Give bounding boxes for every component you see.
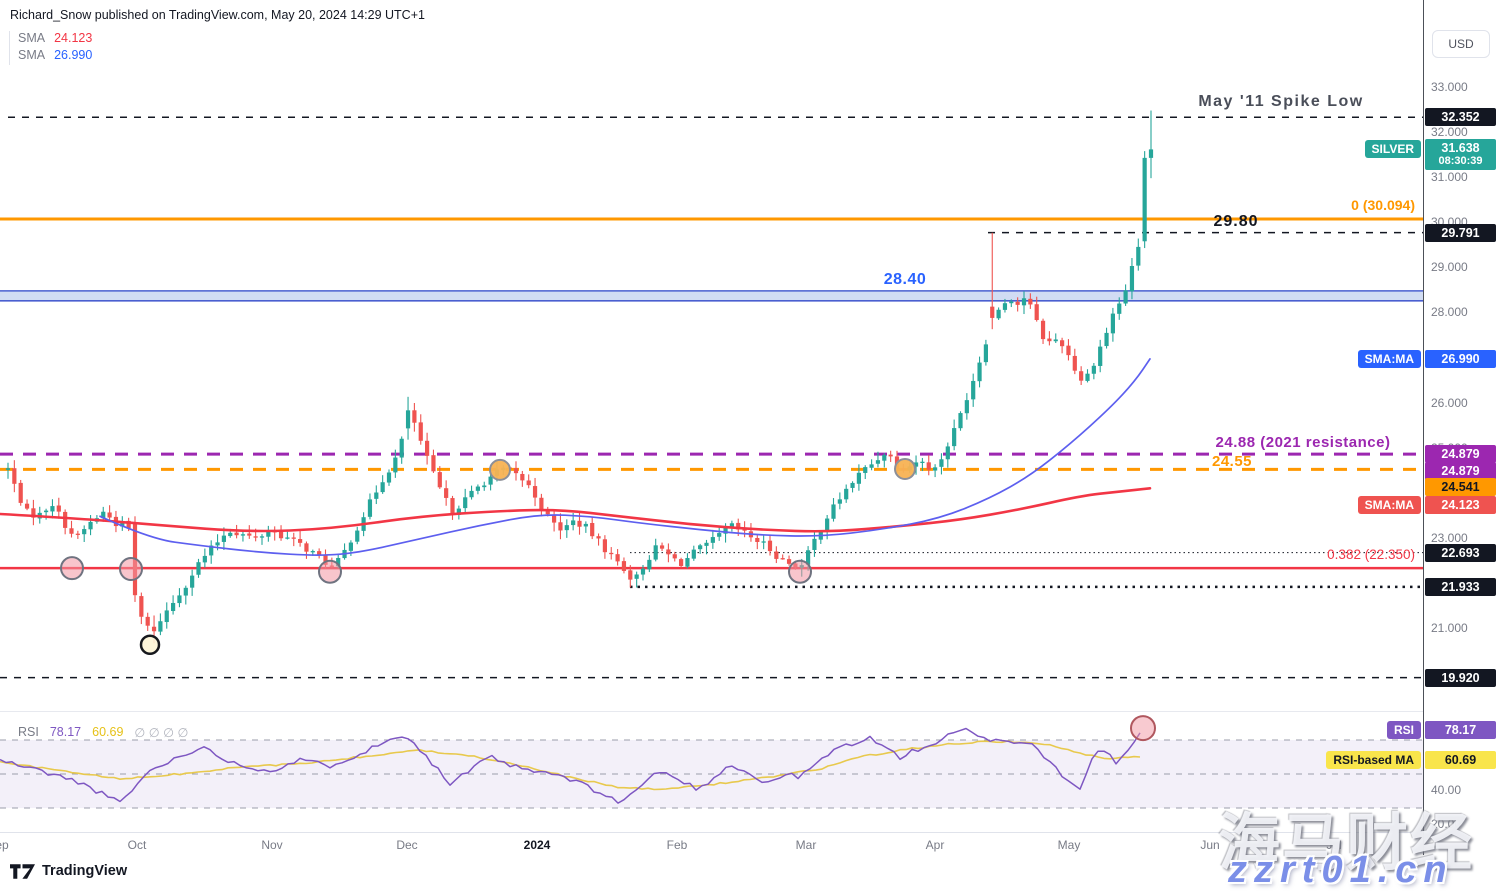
sma-slow-label: SMA (18, 48, 46, 62)
series-label-badge: RSI-based MA (1326, 750, 1421, 769)
time-label: Oct (127, 838, 147, 852)
price-tick: 28.000 (1431, 305, 1468, 320)
price-tick: 33.000 (1431, 80, 1468, 94)
time-label: Jul (1326, 838, 1342, 852)
publish-byline: Richard_Snow published on TradingView.co… (10, 8, 425, 22)
sma-fast-label: SMA (18, 31, 46, 45)
series-label-badge: SILVER (1364, 140, 1421, 159)
price-tick: 32.000 (1431, 125, 1468, 140)
tradingview-logo[interactable]: TradingView (10, 863, 127, 879)
price-tick: 31.000 (1431, 170, 1468, 185)
price-badge: 32.352 (1425, 108, 1496, 127)
rsi-label: RSI (18, 725, 39, 739)
chart-annotation: 0 (30.094) (1351, 197, 1415, 213)
price-badge: 29.791 (1425, 223, 1496, 242)
price-tick: 26.000 (1431, 395, 1468, 410)
price-badge: 78.17 (1425, 721, 1496, 740)
price-badge: 24.541 (1425, 478, 1496, 497)
chart-annotation: 28.40 (883, 271, 927, 288)
time-label: 2024 (523, 838, 551, 852)
rsi-tick: 20.00 (1431, 817, 1462, 831)
series-label-badge: RSI (1386, 721, 1421, 740)
time-label: Dec (396, 838, 418, 852)
tradingview-logo-text: TradingView (42, 863, 128, 879)
time-label: May (1057, 838, 1081, 852)
rsi-empty-slots: ∅ ∅ ∅ ∅ (134, 726, 189, 740)
price-badge: 24.879 (1425, 445, 1496, 464)
price-badge: 24.879 (1425, 462, 1496, 481)
watermark-cn: 海马财经 (1218, 809, 1475, 878)
rsi-ma-value: 60.69 (92, 725, 124, 739)
pane-divider[interactable] (0, 711, 1423, 712)
chart-annotation: 24.88 (2021 resistance) (1215, 433, 1391, 451)
price-tick: 29.000 (1431, 260, 1468, 275)
price-badge: 60.69 (1425, 750, 1496, 769)
time-label: Sep (0, 838, 9, 852)
price-badge: 26.990 (1425, 349, 1496, 368)
price-badge: 19.920 (1425, 668, 1496, 687)
price-badge: 21.933 (1425, 577, 1496, 596)
price-badge: 24.123 (1425, 496, 1496, 515)
chart-annotation: 24.55 (1211, 452, 1253, 470)
time-label: Apr (925, 838, 945, 852)
time-label: Nov (261, 838, 283, 852)
price-badge: 22.693 (1425, 543, 1496, 562)
time-label: Feb (666, 838, 688, 852)
price-tick: 23.000 (1431, 530, 1468, 545)
legend-sma-slow[interactable]: SMA 26.990 (18, 48, 92, 65)
price-badge: 31.638 08:30:39 (1425, 139, 1496, 171)
price-tick: 21.000 (1431, 620, 1468, 635)
rsi-tick: 40.00 (1431, 783, 1462, 797)
chart-annotation: May '11 Spike Low (1198, 93, 1364, 110)
chart-annotation: 0.382 (22.350) (1327, 547, 1415, 563)
rsi-value: 78.17 (49, 725, 82, 739)
rsi-legend[interactable]: RSI 78.17 60.69 ∅ ∅ ∅ ∅ (18, 725, 188, 740)
sma-slow-value: 26.990 (54, 48, 93, 62)
chart-annotation: 29.80 (1213, 213, 1259, 230)
tradingview-logo-icon (10, 863, 35, 879)
price-axis[interactable]: USD 33.000 32.000 31.000 30.000 29.000 28.000… (1423, 0, 1499, 855)
watermark-url: zzrt01.cn (1228, 849, 1454, 891)
time-label: Jun (1200, 838, 1220, 852)
currency-button[interactable]: USD (1432, 30, 1490, 58)
legend-sma-fast[interactable]: SMA 24.123 (18, 31, 92, 48)
time-axis[interactable]: Sep Oct Nov Dec 2024 Feb Mar Apr May Jun Jul (0, 832, 1423, 857)
indicator-legend: SMA 24.123 SMA 26.990 (9, 31, 92, 65)
time-label: Mar (795, 838, 817, 852)
series-label-badge: SMA:MA (1357, 349, 1421, 368)
sma-fast-value: 24.123 (54, 31, 93, 45)
series-label-badge: SMA:MA (1357, 496, 1421, 515)
bottom-bar: TradingView (0, 856, 1499, 891)
